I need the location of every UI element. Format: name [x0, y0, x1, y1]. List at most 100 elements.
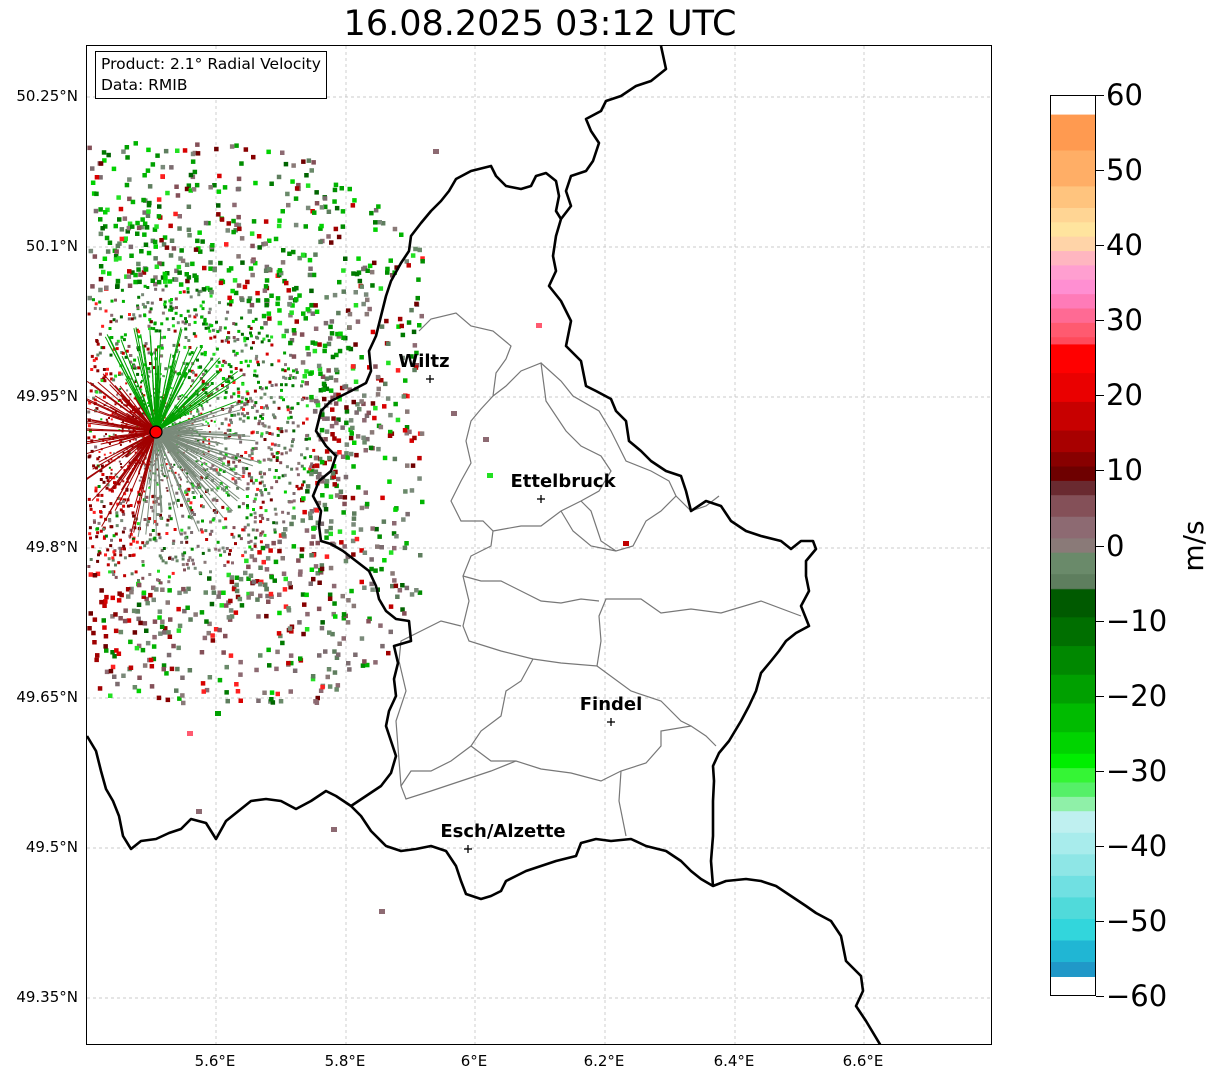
radar-echo-streak — [155, 431, 246, 437]
radar-echo-pixel — [297, 255, 302, 261]
radar-echo-pixel — [108, 570, 112, 574]
radar-echo-pixel — [123, 492, 127, 496]
radar-echo-pixel — [196, 358, 199, 362]
radar-echo-pixel — [125, 487, 129, 491]
radar-echo-pixel — [92, 573, 98, 578]
radar-echo-pixel — [110, 489, 114, 493]
radar-echo-pixel — [113, 481, 116, 485]
radar-echo-pixel — [307, 257, 313, 263]
colorbar-tick-label: 40 — [1106, 228, 1143, 263]
radar-echo-pixel — [348, 451, 354, 457]
radar-echo-pixel — [373, 568, 378, 573]
radar-echo-pixel — [88, 429, 92, 433]
radar-echo-pixel — [311, 576, 316, 582]
radar-echo-pixel — [308, 266, 313, 271]
radar-echo-pixel — [232, 278, 238, 283]
radar-echo-pixel — [305, 183, 311, 188]
radar-echo-pixel — [388, 429, 393, 435]
radar-echo-pixel — [333, 392, 338, 397]
radar-echo-pixel — [319, 521, 325, 526]
radar-echo-pixel — [103, 375, 107, 379]
radar-echo-pixel — [309, 553, 314, 558]
radar-echo-pixel — [130, 224, 135, 229]
radar-echo-pixel — [262, 424, 266, 428]
radar-echo-pixel — [94, 466, 98, 470]
radar-echo-pixel — [227, 617, 233, 622]
radar-echo-pixel — [261, 241, 266, 247]
radar-echo-pixel — [226, 268, 232, 273]
radar-echo-pixel — [141, 563, 145, 567]
radar-echo-pixel — [239, 537, 243, 541]
radar-echo-pixel — [305, 489, 310, 494]
radar-echo-pixel — [330, 395, 335, 401]
radar-echo-pixel — [236, 401, 240, 405]
radar-echo-pixel — [112, 654, 117, 659]
radar-echo-pixel — [339, 186, 344, 191]
radar-echo-pixel — [239, 161, 244, 166]
radar-echo-pixel — [185, 396, 188, 399]
radar-echo-pixel — [200, 530, 204, 534]
radar-echo-pixel — [272, 455, 276, 459]
radar-echo-pixel — [194, 334, 198, 338]
radar-echo-pixel — [180, 540, 184, 544]
radar-echo-pixel — [259, 533, 263, 537]
radar-echo-pixel — [246, 482, 250, 486]
radar-echo-pixel — [324, 295, 329, 300]
radar-echo-pixel — [192, 169, 198, 175]
radar-echo-pixel — [94, 489, 98, 493]
radar-echo-pixel — [246, 591, 251, 597]
radar-echo-pixel — [340, 425, 345, 430]
radar-echo-streak — [114, 431, 157, 511]
radar-echo-pixel — [146, 520, 150, 524]
radar-echo-pixel — [158, 536, 162, 540]
radar-echo-pixel — [148, 592, 153, 598]
radar-echo-pixel — [216, 212, 221, 217]
colorbar-band — [1051, 574, 1095, 590]
radar-echo-pixel — [310, 462, 314, 466]
radar-echo-pixel — [178, 476, 181, 479]
radar-echo-pixel — [257, 331, 261, 335]
radar-echo-pixel — [160, 619, 165, 624]
radar-echo-pixel — [265, 352, 269, 356]
radar-echo-pixel — [328, 336, 333, 341]
radar-echo-pixel — [99, 510, 102, 514]
radar-echo-pixel — [223, 633, 228, 639]
radar-echo-pixel — [297, 620, 302, 625]
radar-echo-pixel — [213, 627, 219, 632]
radar-echo-pixel — [142, 221, 148, 226]
radar-echo-pixel — [370, 329, 376, 335]
radar-echo-pixel — [130, 377, 132, 380]
radar-echo-pixel — [291, 354, 297, 359]
radar-echo-pixel — [290, 444, 294, 448]
radar-echo-pixel — [169, 301, 173, 305]
radar-echo-pixel — [133, 405, 136, 408]
radar-echo-pixel — [99, 599, 104, 605]
radar-echo-pixel — [216, 396, 220, 400]
radar-echo-pixel — [186, 472, 188, 475]
radar-echo-pixel — [96, 353, 100, 357]
radar-echo-pixel — [234, 222, 239, 227]
radar-echo-pixel — [259, 540, 263, 544]
radar-echo-pixel — [314, 201, 320, 206]
radar-echo-pixel — [243, 339, 247, 343]
radar-echo-pixel — [218, 260, 223, 266]
radar-echo-pixel — [344, 409, 350, 414]
radar-echo-pixel — [252, 499, 256, 503]
radar-echo-pixel — [222, 526, 226, 530]
radar-echo-pixel — [300, 384, 303, 388]
radar-echo-pixel — [352, 198, 357, 203]
radar-echo-pixel — [129, 253, 134, 258]
radar-echo-pixel — [272, 400, 276, 404]
radar-echo-pixel — [249, 554, 255, 559]
radar-echo-pixel — [101, 324, 105, 328]
colorbar-band — [1051, 782, 1095, 798]
map-panel[interactable] — [86, 45, 992, 1045]
radar-echo-pixel — [174, 268, 179, 274]
radar-echo-pixel — [208, 260, 213, 265]
radar-echo-pixel — [129, 589, 134, 595]
radar-echo-pixel — [156, 197, 162, 202]
radar-echo-pixel — [92, 617, 98, 622]
radar-echo-pixel — [96, 457, 100, 461]
radar-echo-pixel — [108, 466, 111, 469]
radar-echo-pixel — [145, 168, 151, 173]
